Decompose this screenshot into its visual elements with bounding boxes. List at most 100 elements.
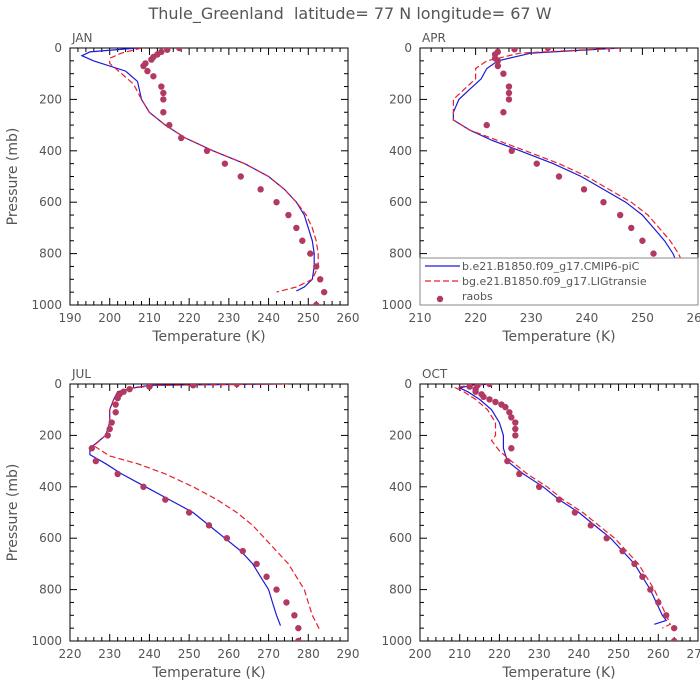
raobs-point [176, 48, 183, 52]
y-tick-label: 600 [39, 531, 62, 545]
y-tick-label: 400 [39, 480, 62, 494]
raobs-point [162, 496, 169, 503]
raobs-point [295, 624, 302, 632]
model-cmip6-line [89, 384, 282, 626]
plot-frame [69, 47, 349, 306]
y-tick-label: 800 [389, 247, 412, 261]
raobs-point [616, 211, 624, 219]
raobs-point [619, 547, 626, 555]
raobs-point [533, 160, 540, 167]
x-tick-label: 290 [337, 647, 360, 661]
raobs-point [114, 394, 121, 402]
raobs-point [600, 199, 607, 206]
legend-box [419, 257, 699, 306]
raobs-point [670, 624, 678, 632]
raobs-point [472, 388, 479, 395]
raobs-point [512, 432, 519, 439]
x-axis-label: Temperature (K) [151, 665, 265, 681]
x-tick-label: 240 [138, 647, 161, 661]
raobs-series [140, 48, 328, 305]
raobs-point [92, 457, 100, 465]
raobs-point [544, 48, 552, 52]
panel-title: OCT [422, 367, 448, 381]
x-tick-label: 210 [448, 647, 471, 661]
raobs-point [494, 57, 502, 65]
x-tick-label: 250 [297, 311, 320, 325]
raobs-point [506, 409, 513, 416]
raobs-point [150, 73, 157, 80]
raobs-point [655, 599, 662, 606]
y-tick-label: 800 [389, 583, 412, 597]
y-axis-label: Pressure (mb) [5, 464, 21, 562]
raobs-point [466, 384, 473, 390]
raobs-point [505, 83, 513, 90]
raobs-point [512, 425, 519, 433]
raobs-point [112, 401, 119, 408]
model-cmip6-line [452, 48, 688, 303]
raobs-point [492, 398, 499, 406]
y-tick-label: 1000 [381, 298, 412, 312]
raobs-point [508, 147, 515, 154]
raobs-point [263, 573, 270, 580]
x-tick-label: 200 [98, 311, 121, 325]
legend-marker [436, 295, 444, 303]
y-tick-label: 400 [389, 144, 412, 158]
raobs-point [223, 535, 231, 542]
x-tick-label: 210 [409, 311, 432, 325]
raobs-point [603, 535, 610, 542]
y-tick-label: 600 [389, 531, 412, 545]
x-tick-label: 220 [178, 311, 201, 325]
raobs-point [237, 173, 244, 180]
x-tick-label: 240 [567, 647, 590, 661]
raobs-point [299, 237, 306, 244]
raobs-point [112, 409, 119, 416]
y-tick-label: 0 [54, 377, 62, 391]
x-tick-label: 260 [217, 647, 240, 661]
x-tick-label: 260 [687, 311, 700, 325]
x-tick-label: 250 [607, 647, 630, 661]
model-cmip6-line [80, 48, 315, 292]
raobs-point [106, 425, 113, 433]
raobs-point [480, 393, 487, 401]
raobs-point [114, 470, 121, 478]
raobs-point [126, 385, 133, 393]
raobs-point [285, 211, 292, 219]
raobs-point [512, 419, 519, 426]
raobs-point [647, 586, 654, 593]
raobs-point [508, 445, 515, 452]
panel-jul: 220 230 240 250 260 270 280 290 0 200 400 600 800 100… [5, 367, 359, 681]
raobs-point [166, 121, 173, 129]
x-tick-label: 240 [575, 311, 598, 325]
x-tick-label: 220 [488, 647, 511, 661]
raobs-point [505, 96, 513, 103]
panel-title: APR [422, 31, 446, 45]
y-tick-label: 800 [39, 247, 62, 261]
raobs-point [189, 384, 197, 389]
model-cmip6-line [457, 384, 668, 625]
y-tick-label: 1000 [31, 634, 62, 648]
y-tick-label: 1000 [381, 634, 412, 648]
raobs-point [104, 432, 111, 439]
x-tick-label: 270 [687, 647, 700, 661]
legend: b.e21.B1850.f09_g17.CMIP6-piC bg.e21.B185… [419, 257, 699, 306]
raobs-point [185, 509, 193, 516]
raobs-point [511, 48, 518, 53]
y-tick-label: 600 [389, 195, 412, 209]
x-tick-label: 230 [528, 647, 551, 661]
raobs-point [580, 186, 588, 193]
legend-label: b.e21.B1850.f09_g17.CMIP6-piC [462, 260, 640, 273]
raobs-point [500, 109, 507, 116]
raobs-point [148, 56, 155, 63]
x-tick-label: 230 [98, 647, 121, 661]
raobs-point [500, 70, 507, 77]
raobs-point [505, 89, 513, 97]
raobs-point [639, 237, 646, 244]
x-axis-label: Temperature (K) [501, 665, 615, 681]
raobs-point [178, 134, 185, 142]
x-tick-label: 220 [464, 311, 487, 325]
raobs-point [257, 186, 264, 193]
raobs-point [508, 414, 515, 421]
y-tick-label: 1000 [31, 298, 62, 312]
panel-title: JAN [71, 31, 93, 45]
raobs-point [203, 147, 211, 154]
